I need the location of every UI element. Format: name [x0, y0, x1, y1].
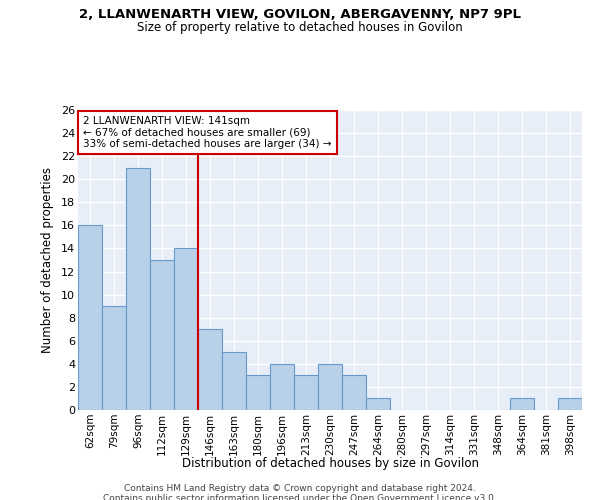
- Text: Contains public sector information licensed under the Open Government Licence v3: Contains public sector information licen…: [103, 494, 497, 500]
- Bar: [366, 398, 390, 410]
- Text: Distribution of detached houses by size in Govilon: Distribution of detached houses by size …: [182, 458, 479, 470]
- Bar: [318, 364, 342, 410]
- Bar: [558, 398, 582, 410]
- Y-axis label: Number of detached properties: Number of detached properties: [41, 167, 54, 353]
- Bar: [222, 352, 246, 410]
- Bar: [78, 226, 102, 410]
- Bar: [126, 168, 150, 410]
- Bar: [246, 376, 270, 410]
- Text: Size of property relative to detached houses in Govilon: Size of property relative to detached ho…: [137, 21, 463, 34]
- Bar: [150, 260, 174, 410]
- Text: 2, LLANWENARTH VIEW, GOVILON, ABERGAVENNY, NP7 9PL: 2, LLANWENARTH VIEW, GOVILON, ABERGAVENN…: [79, 8, 521, 20]
- Text: 2 LLANWENARTH VIEW: 141sqm
← 67% of detached houses are smaller (69)
33% of semi: 2 LLANWENARTH VIEW: 141sqm ← 67% of deta…: [83, 116, 332, 149]
- Text: Contains HM Land Registry data © Crown copyright and database right 2024.: Contains HM Land Registry data © Crown c…: [124, 484, 476, 493]
- Bar: [198, 329, 222, 410]
- Bar: [294, 376, 318, 410]
- Bar: [174, 248, 198, 410]
- Bar: [270, 364, 294, 410]
- Bar: [102, 306, 126, 410]
- Bar: [510, 398, 534, 410]
- Bar: [342, 376, 366, 410]
